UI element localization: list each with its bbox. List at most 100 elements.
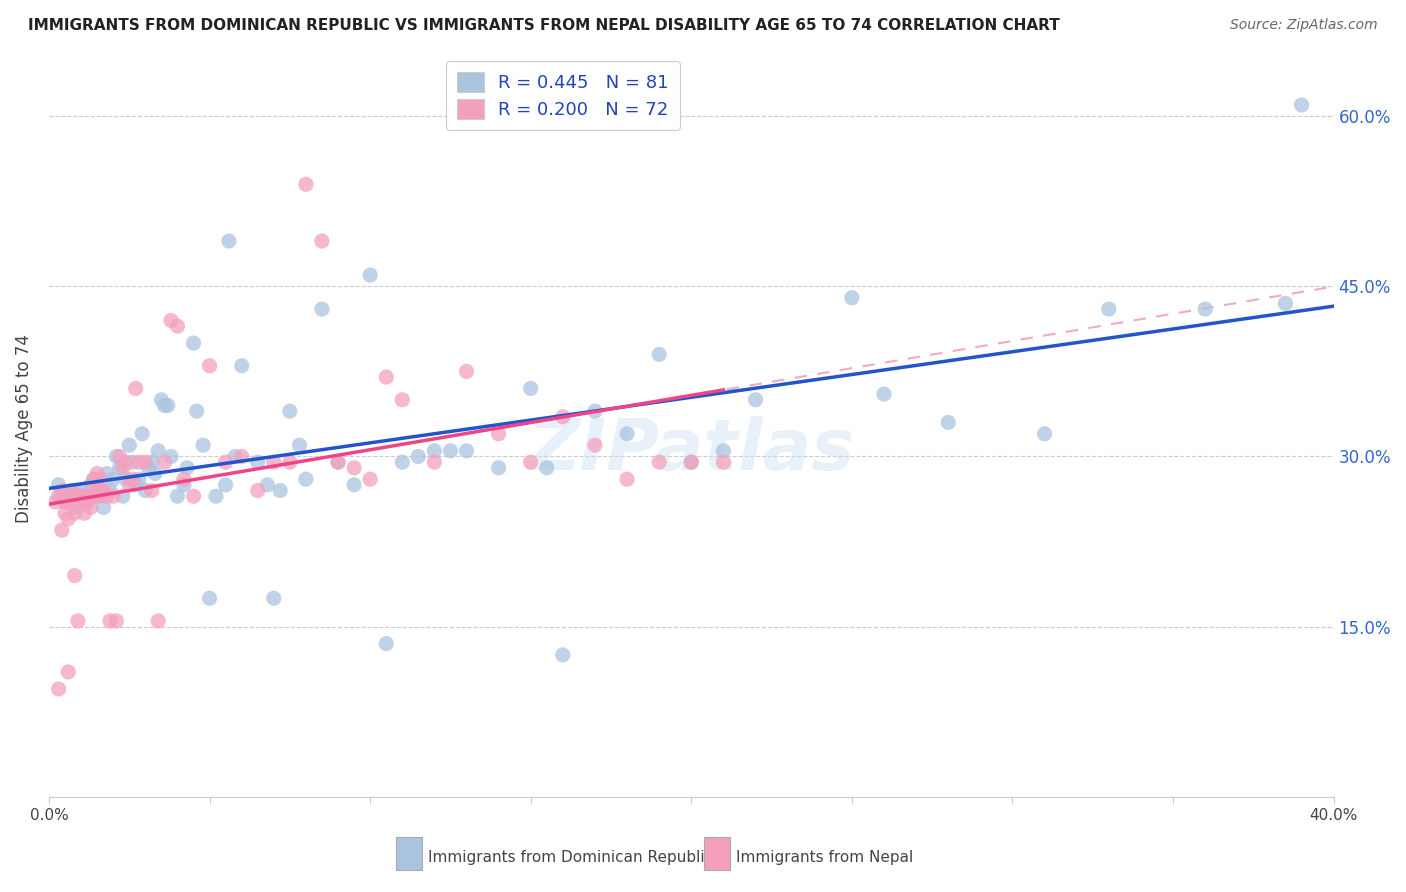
Point — [128, 472, 150, 486]
Point — [83, 472, 105, 486]
Point — [616, 472, 638, 486]
Point — [105, 614, 128, 628]
Point — [63, 568, 86, 582]
Point — [198, 591, 221, 606]
Point — [343, 460, 366, 475]
Point — [108, 450, 131, 464]
Point — [125, 478, 148, 492]
Point — [103, 489, 125, 503]
Point — [359, 268, 381, 282]
Point — [63, 483, 86, 498]
Point — [214, 478, 236, 492]
Point — [1194, 301, 1216, 316]
Point — [326, 455, 349, 469]
Point — [70, 495, 93, 509]
Point — [60, 483, 83, 498]
Point — [456, 364, 478, 378]
Point — [70, 489, 93, 503]
Point — [111, 489, 134, 503]
Point — [76, 495, 98, 509]
Point — [51, 523, 73, 537]
Point — [73, 495, 96, 509]
Point — [359, 472, 381, 486]
Point — [115, 472, 138, 486]
Point — [83, 478, 105, 492]
Point — [278, 455, 301, 469]
Point — [118, 438, 141, 452]
Point — [439, 443, 461, 458]
Point — [648, 455, 671, 469]
Point — [48, 478, 70, 492]
Point — [146, 443, 169, 458]
Point — [488, 426, 510, 441]
Point — [873, 387, 896, 401]
Point — [80, 478, 103, 492]
Point — [311, 234, 333, 248]
Point — [391, 392, 413, 407]
Point — [246, 483, 269, 498]
Point — [156, 399, 179, 413]
Point — [121, 472, 143, 486]
Point — [125, 381, 148, 395]
Point — [103, 472, 125, 486]
Point — [128, 455, 150, 469]
Point — [63, 506, 86, 520]
Point — [1098, 301, 1121, 316]
Point — [1291, 98, 1313, 112]
Point — [53, 495, 76, 509]
Point — [93, 483, 115, 498]
Point — [160, 313, 183, 327]
Point — [183, 489, 205, 503]
Point — [66, 500, 89, 515]
Point — [150, 392, 173, 407]
Point — [231, 359, 253, 373]
Point — [86, 489, 108, 503]
Point — [86, 483, 108, 498]
Point — [76, 489, 98, 503]
Point — [76, 495, 98, 509]
Point — [115, 455, 138, 469]
Point — [134, 483, 156, 498]
Point — [551, 409, 574, 424]
Point — [58, 512, 80, 526]
Point — [186, 404, 208, 418]
Point — [519, 455, 541, 469]
Point — [263, 591, 285, 606]
Text: IMMIGRANTS FROM DOMINICAN REPUBLIC VS IMMIGRANTS FROM NEPAL DISABILITY AGE 65 TO: IMMIGRANTS FROM DOMINICAN REPUBLIC VS IM… — [28, 18, 1060, 33]
Point — [326, 455, 349, 469]
Point — [118, 478, 141, 492]
Point — [551, 648, 574, 662]
Point — [519, 381, 541, 395]
Point — [83, 472, 105, 486]
Point — [295, 472, 318, 486]
Point — [70, 483, 93, 498]
Point — [744, 392, 766, 407]
Point — [191, 438, 214, 452]
Point — [93, 500, 115, 515]
Point — [391, 455, 413, 469]
Point — [121, 455, 143, 469]
Legend: R = 0.445   N = 81, R = 0.200   N = 72: R = 0.445 N = 81, R = 0.200 N = 72 — [446, 62, 679, 130]
Point — [143, 467, 166, 481]
Bar — [704, 838, 730, 871]
Point — [423, 443, 446, 458]
Point — [131, 426, 153, 441]
Point — [66, 614, 89, 628]
Point — [218, 234, 240, 248]
Point — [141, 483, 163, 498]
Point — [343, 478, 366, 492]
Point — [58, 665, 80, 679]
Point — [295, 178, 318, 192]
Point — [375, 637, 398, 651]
Point — [681, 455, 703, 469]
Text: ZIPatlas: ZIPatlas — [527, 416, 855, 484]
Point — [173, 478, 195, 492]
Point — [713, 455, 735, 469]
Point — [48, 489, 70, 503]
Point — [648, 347, 671, 361]
Point — [73, 506, 96, 520]
Point — [269, 483, 291, 498]
Point — [89, 483, 111, 498]
Point — [616, 426, 638, 441]
Point — [583, 404, 606, 418]
